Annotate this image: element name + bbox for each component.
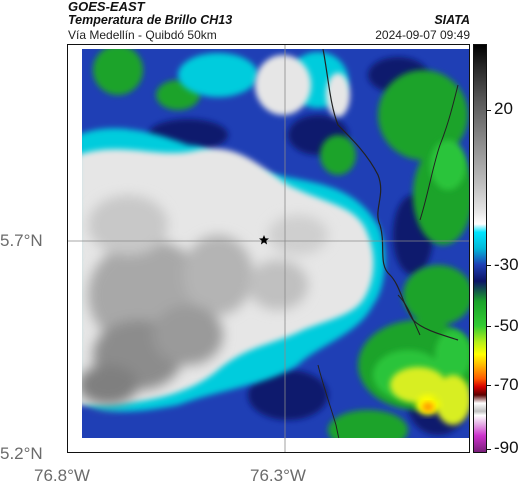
lat-label-5-2: 5.2°N <box>0 444 43 463</box>
colorbar-label-minus50: -50 <box>494 316 519 335</box>
region-subtitle: Vía Medellín - Quibdó 50km <box>68 28 217 42</box>
colorbar-label-minus90: -90 <box>494 438 519 457</box>
colorbar <box>473 44 487 453</box>
colorbar-label-minus70: -70 <box>494 375 519 394</box>
satellite-title: GOES-EAST <box>68 0 145 14</box>
lon-label-76-3: 76.3°W <box>250 466 306 485</box>
cloud-field <box>82 49 469 438</box>
product-title: Temperatura de Brillo CH13 <box>68 13 233 27</box>
map-canvas <box>68 45 469 452</box>
satellite-map <box>67 44 470 453</box>
colorbar-label-20: 20 <box>494 99 513 118</box>
star-icon <box>259 235 269 245</box>
colorbar-label-minus30: -30 <box>494 255 519 274</box>
timestamp-label: 2024-09-07 09:49 <box>375 28 470 42</box>
lon-label-76-8: 76.8°W <box>34 466 90 485</box>
agency-label: SIATA <box>434 13 470 27</box>
lat-label-5-7: 5.7°N <box>0 231 43 250</box>
